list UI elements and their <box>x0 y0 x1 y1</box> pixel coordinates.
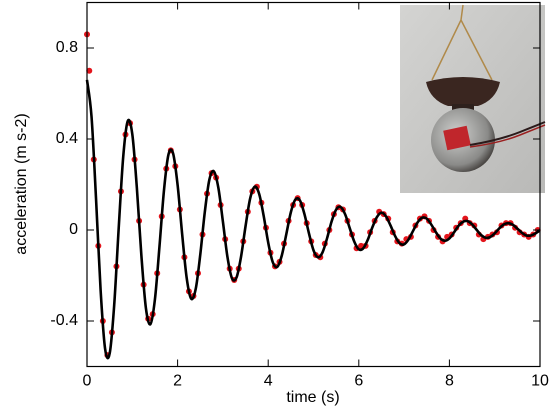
x-tick-label: 4 <box>264 373 273 390</box>
x-tick-label: 6 <box>354 373 363 390</box>
y-tick-label: 0 <box>69 221 78 238</box>
y-tick-label: 0.4 <box>56 130 78 147</box>
x-tick-label: 0 <box>83 373 92 390</box>
plot-area <box>84 31 541 360</box>
y-tick-label: -0.4 <box>50 312 78 329</box>
inset-photo <box>400 4 546 193</box>
y-tick-label: 0.8 <box>56 39 78 56</box>
data-point <box>86 67 93 74</box>
x-tick-label: 10 <box>531 373 549 390</box>
x-axis-label: time (s) <box>286 389 339 406</box>
y-axis-label: acceleration (m s-2) <box>13 113 30 254</box>
fit-line <box>85 79 541 360</box>
x-tick-label: 2 <box>173 373 182 390</box>
x-tick-label: 8 <box>445 373 454 390</box>
plot-frame <box>86 1 541 368</box>
